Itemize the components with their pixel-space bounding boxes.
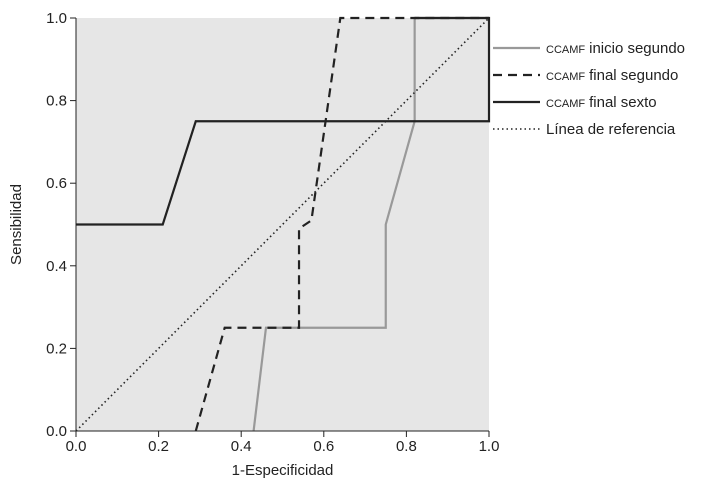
y-tick-label: 0.0 — [46, 423, 67, 440]
legend-name: final sexto — [589, 94, 657, 111]
x-tick-label: 0.6 — [313, 438, 334, 455]
axes-group: 0.0 0.2 0.4 0.6 0.8 1.0 0.0 0.2 0.4 0.6 0.8 1.0 — [46, 10, 499, 455]
series-line-3 — [76, 16, 491, 226]
legend-name: Línea de referencia — [546, 121, 676, 138]
y-tick-label: 1.0 — [46, 10, 67, 27]
y-tick-label: 0.4 — [46, 258, 67, 275]
legend-prefix: CCAMF — [546, 71, 585, 83]
legend-prefix: CCAMF — [546, 44, 585, 56]
legend-label-2: CCAMF final segundo — [546, 67, 678, 84]
legend-name: inicio segundo — [589, 40, 685, 57]
legend-label-1: CCAMF inicio segundo — [546, 40, 685, 57]
y-tick-label: 0.2 — [46, 340, 67, 357]
legend-name: final segundo — [589, 67, 678, 84]
y-tick-label: 0.8 — [46, 93, 67, 110]
y-tick-label: 0.6 — [46, 175, 67, 192]
series-line-2 — [194, 16, 489, 432]
x-tick-label: 0.2 — [148, 438, 169, 455]
series-line-4 — [75, 17, 490, 432]
y-axis-title: Sensibilidad — [8, 184, 25, 265]
x-axis-title: 1-Especificidad — [232, 462, 334, 479]
x-tick-label: 0.8 — [396, 438, 417, 455]
x-tick-label: 1.0 — [479, 438, 500, 455]
legend-prefix: CCAMF — [546, 98, 585, 110]
x-tick-label: 0.4 — [231, 438, 252, 455]
curves-group — [75, 16, 491, 432]
x-tick-label: 0.0 — [66, 438, 87, 455]
legend-label-4: Línea de referencia — [546, 121, 676, 138]
legend-label-3: CCAMF final sexto — [546, 94, 657, 111]
